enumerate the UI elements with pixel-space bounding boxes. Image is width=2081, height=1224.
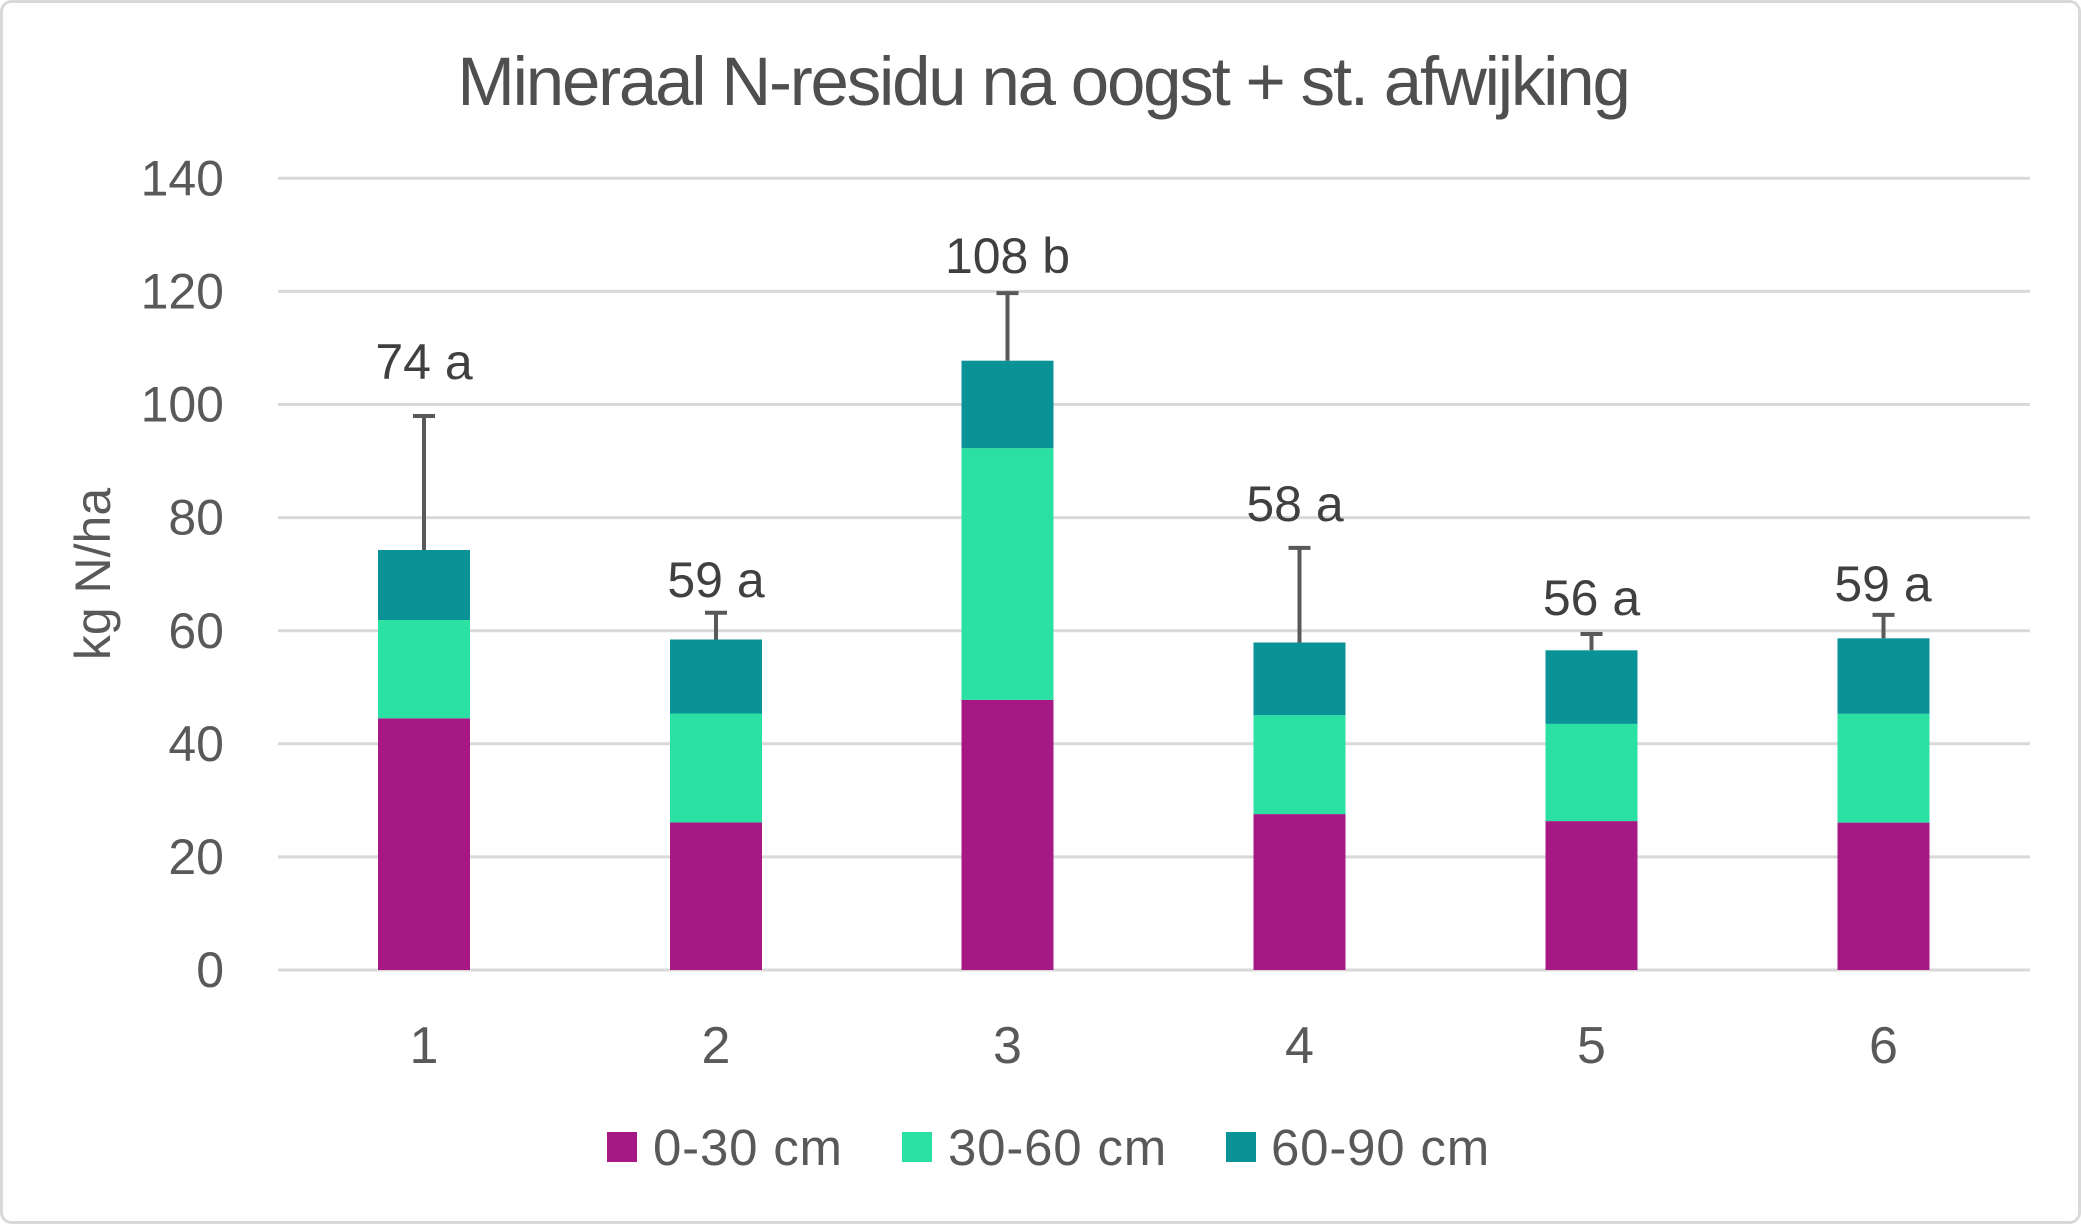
svg-text:2: 2 xyxy=(702,1017,731,1075)
svg-text:80: 80 xyxy=(168,490,224,546)
svg-text:120: 120 xyxy=(141,264,224,320)
svg-text:74 a: 74 a xyxy=(375,334,473,390)
svg-text:20: 20 xyxy=(168,829,224,885)
svg-text:59 a: 59 a xyxy=(1834,556,1932,612)
svg-text:3: 3 xyxy=(993,1017,1022,1075)
svg-text:40: 40 xyxy=(168,716,224,772)
svg-text:58 a: 58 a xyxy=(1246,476,1344,532)
svg-text:5: 5 xyxy=(1577,1017,1606,1075)
svg-text:kg N/ha: kg N/ha xyxy=(65,488,121,661)
svg-text:59 a: 59 a xyxy=(667,552,765,608)
svg-text:0-30 cm: 0-30 cm xyxy=(653,1119,843,1176)
svg-text:30-60 cm: 30-60 cm xyxy=(948,1119,1167,1176)
svg-text:60-90 cm: 60-90 cm xyxy=(1271,1119,1490,1176)
svg-text:0: 0 xyxy=(196,942,224,998)
svg-text:1: 1 xyxy=(410,1017,439,1075)
svg-text:Mineraal N-residu na oogst + s: Mineraal N-residu na oogst + st. afwijki… xyxy=(457,43,1628,120)
svg-text:56 a: 56 a xyxy=(1543,570,1641,626)
svg-text:108 b: 108 b xyxy=(945,228,1070,284)
svg-text:6: 6 xyxy=(1869,1017,1898,1075)
svg-text:60: 60 xyxy=(168,603,224,659)
svg-text:4: 4 xyxy=(1285,1017,1314,1075)
svg-text:140: 140 xyxy=(141,150,224,206)
svg-text:100: 100 xyxy=(141,377,224,433)
